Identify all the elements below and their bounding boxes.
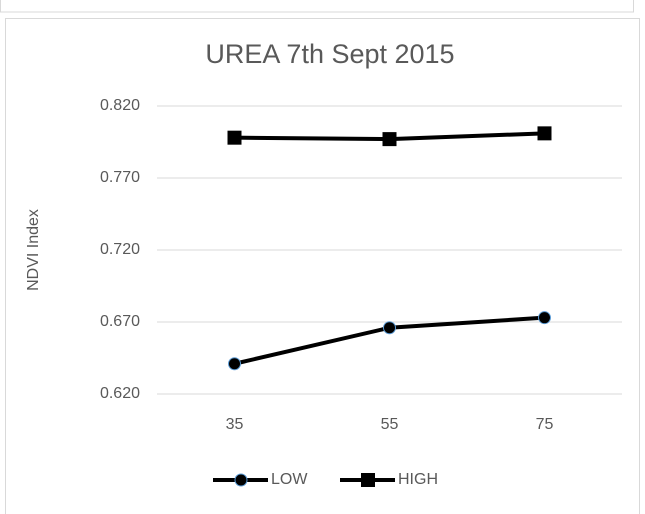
data-point (538, 311, 551, 325)
x-tick-label: 55 (381, 416, 399, 433)
data-point (228, 357, 241, 371)
chart-title: UREA 7th Sept 2015 (205, 39, 454, 69)
data-point (537, 126, 552, 141)
upper-frame (0, 0, 634, 13)
data-point (383, 321, 396, 335)
legend-label: HIGH (398, 471, 438, 488)
chart-frame (5, 18, 640, 514)
data-point (227, 130, 242, 145)
legend-label: LOW (271, 471, 308, 488)
y-tick-label: 0.720 (100, 241, 140, 258)
legend-marker (234, 473, 248, 487)
x-tick-label: 35 (226, 416, 244, 433)
y-tick-label: 0.820 (100, 97, 140, 114)
data-point (382, 132, 397, 147)
legend-marker (361, 473, 375, 487)
x-tick-label: 75 (536, 416, 554, 433)
y-axis-label: NDVI Index (25, 209, 42, 291)
y-tick-label: 0.770 (100, 169, 140, 186)
y-tick-label: 0.670 (100, 313, 140, 330)
y-tick-label: 0.620 (100, 385, 140, 402)
